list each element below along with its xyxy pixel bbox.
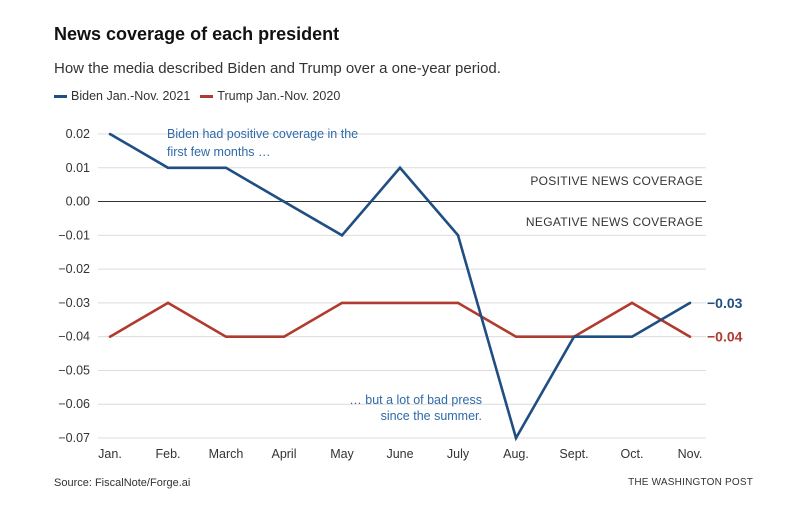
data-point-biden (456, 234, 460, 237)
x-tick-label: May (330, 447, 354, 461)
data-point-trump (688, 335, 692, 338)
data-point-biden (282, 200, 286, 203)
legend-item-trump: Trump Jan.-Nov. 2020 (200, 89, 340, 103)
data-point-biden (572, 335, 576, 338)
legend-item-biden: Biden Jan.-Nov. 2021 (54, 89, 190, 103)
positive-coverage-label: POSITIVE NEWS COVERAGE (530, 174, 703, 188)
y-tick-label: −0.01 (58, 228, 90, 242)
y-tick-label: −0.02 (58, 262, 90, 276)
x-tick-label: Aug. (503, 447, 529, 461)
data-point-trump (456, 301, 460, 305)
x-tick-label: April (271, 447, 296, 461)
data-point-biden (166, 166, 170, 170)
x-tick-label: Sept. (559, 447, 588, 461)
data-point-biden (108, 132, 112, 136)
legend-swatch-biden (54, 94, 67, 98)
x-tick-label: March (209, 447, 244, 461)
series-line-trump (109, 301, 691, 339)
data-point-trump (282, 335, 286, 338)
data-point-trump (398, 301, 402, 305)
x-tick-label: Feb. (155, 447, 180, 461)
legend-label-biden: Biden Jan.-Nov. 2021 (71, 89, 191, 103)
y-tick-label: −0.06 (58, 397, 90, 411)
y-tick-label: 0.02 (66, 127, 90, 141)
y-tick-label: −0.07 (58, 431, 90, 445)
annotation-positive-line1: Biden had positive coverage in the (167, 127, 358, 141)
data-point-biden (398, 166, 402, 170)
annotation-negative-line1: … but a lot of bad press (349, 393, 482, 407)
y-tick-label: 0.00 (66, 195, 90, 209)
x-tick-label: July (447, 447, 470, 461)
data-point-trump (224, 335, 228, 338)
chart-title: News coverage of each president (54, 24, 340, 44)
data-point-trump (166, 301, 170, 305)
y-tick-label: −0.04 (58, 330, 90, 344)
data-point-biden (688, 301, 692, 305)
legend: Biden Jan.-Nov. 2021 Trump Jan.-Nov. 202… (54, 89, 350, 103)
x-tick-label: Oct. (621, 447, 644, 461)
data-point-biden (340, 234, 344, 237)
data-point-trump (340, 301, 344, 305)
y-tick-label: −0.03 (58, 296, 90, 310)
legend-label-trump: Trump Jan.-Nov. 2020 (217, 89, 341, 103)
publisher-credit: THE WASHINGTON POST (628, 477, 753, 488)
y-tick-label: 0.01 (66, 161, 90, 175)
data-point-biden (630, 335, 634, 338)
end-value-label-trump: −0.04 (707, 329, 743, 345)
chart-subtitle: How the media described Biden and Trump … (54, 60, 501, 77)
negative-coverage-label: NEGATIVE NEWS COVERAGE (526, 215, 703, 229)
source-note: Source: FiscalNote/Forge.ai (54, 477, 191, 489)
x-tick-label: Jan. (98, 447, 122, 461)
legend-swatch-trump (200, 94, 214, 98)
data-point-biden (224, 166, 228, 170)
end-value-label-biden: −0.03 (707, 295, 743, 311)
x-tick-label: June (386, 447, 413, 461)
x-tick-label: Nov. (678, 447, 703, 461)
data-point-biden (514, 436, 518, 440)
annotation-negative-line2: since the summer. (381, 409, 482, 423)
y-tick-label: −0.05 (58, 363, 90, 377)
data-point-trump (514, 335, 518, 338)
data-point-trump (108, 335, 112, 338)
data-point-trump (630, 301, 634, 305)
annotation-positive-line2: first few months … (167, 145, 271, 159)
